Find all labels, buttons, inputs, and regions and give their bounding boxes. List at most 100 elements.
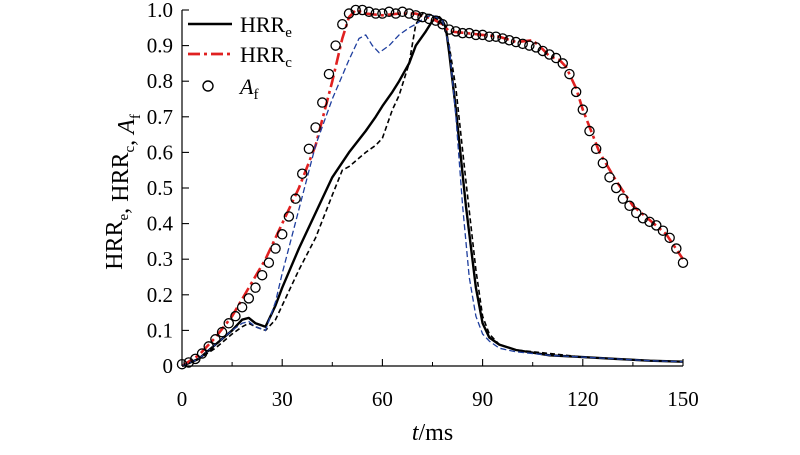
- data-point-af: [370, 8, 381, 19]
- data-point-af: [590, 143, 602, 155]
- data-point-af: [276, 229, 288, 240]
- data-point-af: [310, 122, 321, 133]
- data-point-af: [183, 357, 194, 368]
- data-point-af: [357, 4, 368, 16]
- data-point-af: [256, 269, 268, 281]
- data-point-af: [430, 15, 442, 26]
- y-tick-label: 0.3: [147, 247, 173, 271]
- data-point-af: [210, 334, 221, 345]
- data-point-af: [557, 58, 569, 69]
- data-point-af: [617, 193, 629, 204]
- data-point-af: [584, 125, 595, 137]
- data-point-af: [437, 18, 448, 30]
- data-point-af: [671, 243, 682, 254]
- y-tick-label: 0.8: [147, 69, 173, 93]
- y-tick-label: 0.1: [147, 318, 173, 342]
- data-point-af: [383, 6, 395, 18]
- data-point-af: [577, 104, 589, 115]
- data-point-af: [303, 143, 315, 155]
- y-tick-label: 0.6: [147, 140, 173, 164]
- y-tick-label: 0.9: [147, 34, 173, 58]
- data-point-af: [343, 8, 355, 19]
- marker-layer: [176, 4, 689, 370]
- y-tick-label: 1.0: [147, 0, 173, 22]
- series-line-1-solid: [181, 15, 684, 368]
- data-point-af: [443, 24, 455, 35]
- x-tick-label: 120: [567, 387, 599, 411]
- data-point-af: [330, 40, 341, 51]
- legend-label: HRRc: [240, 42, 292, 71]
- data-point-af: [477, 29, 488, 41]
- y-axis: 0 0.1 0.2 0.3 0.4 0.5 0.6 0.7 0.8 0.9 1.0: [147, 0, 189, 378]
- x-axis: 0 30 60 90 120 150: [177, 359, 699, 411]
- data-point-af: [677, 257, 689, 269]
- data-point-af: [644, 216, 655, 228]
- data-point-af: [544, 49, 555, 60]
- legend-label: Af: [238, 74, 258, 103]
- legend-label: HRRe: [240, 12, 292, 41]
- data-point-af: [524, 40, 535, 51]
- data-point-af: [337, 18, 348, 30]
- series-layer: [181, 8, 685, 368]
- data-point-af: [270, 243, 281, 254]
- data-point-af: [604, 172, 615, 183]
- data-point-af: [597, 157, 609, 169]
- data-point-af: [216, 326, 228, 338]
- x-tick-label: 150: [667, 387, 699, 411]
- y-tick-label: 0: [163, 354, 174, 378]
- data-point-af: [564, 68, 575, 80]
- data-point-af: [250, 282, 261, 293]
- x-tick-label: 30: [272, 387, 293, 411]
- data-point-af: [230, 310, 241, 322]
- data-point-af: [283, 211, 295, 222]
- data-point-af: [651, 220, 662, 231]
- data-point-af: [637, 213, 649, 224]
- data-point-af: [236, 302, 248, 313]
- data-point-af: [463, 27, 475, 39]
- data-point-af: [450, 26, 462, 37]
- data-point-af: [550, 52, 562, 64]
- y-tick-label: 0.2: [147, 283, 173, 307]
- x-tick-label: 60: [372, 387, 393, 411]
- data-point-af: [350, 4, 361, 16]
- data-point-af: [423, 13, 435, 25]
- data-point-af: [610, 182, 622, 194]
- data-point-af: [657, 225, 669, 236]
- data-point-af: [223, 318, 235, 329]
- data-point-af: [497, 33, 508, 44]
- series-line-4-dashed-thin: [181, 14, 684, 367]
- y-tick-label: 0.5: [147, 176, 173, 200]
- x-axis-title: t/ms: [412, 420, 453, 446]
- data-point-af: [377, 8, 388, 19]
- data-point-af: [530, 42, 542, 53]
- data-point-af: [203, 341, 214, 352]
- data-point-af: [390, 8, 402, 19]
- data-point-af: [504, 35, 515, 46]
- axis-titles: t/ms HRRe, HRRc, Af: [102, 114, 453, 446]
- x-tick-label: 90: [472, 387, 493, 411]
- data-point-af: [397, 6, 408, 18]
- data-point-af: [363, 6, 375, 18]
- data-point-af: [196, 348, 208, 359]
- data-point-af: [470, 29, 482, 41]
- data-point-af: [484, 31, 495, 42]
- data-point-af: [490, 31, 502, 42]
- data-point-af: [664, 232, 675, 244]
- data-point-af: [290, 193, 301, 204]
- y-axis-title: HRRe, HRRc, Af: [102, 114, 144, 270]
- y-tick-label: 0.7: [147, 105, 173, 129]
- data-point-af: [410, 10, 422, 21]
- x-tick-label: 0: [177, 387, 188, 411]
- data-point-af: [243, 293, 255, 304]
- legend-swatch-circle: [202, 80, 214, 92]
- data-point-af: [630, 207, 642, 219]
- data-point-af: [570, 86, 582, 98]
- data-point-af: [317, 97, 328, 108]
- data-point-af: [457, 27, 468, 39]
- data-point-af: [624, 200, 635, 212]
- data-point-af: [296, 168, 308, 180]
- data-point-af: [417, 11, 428, 23]
